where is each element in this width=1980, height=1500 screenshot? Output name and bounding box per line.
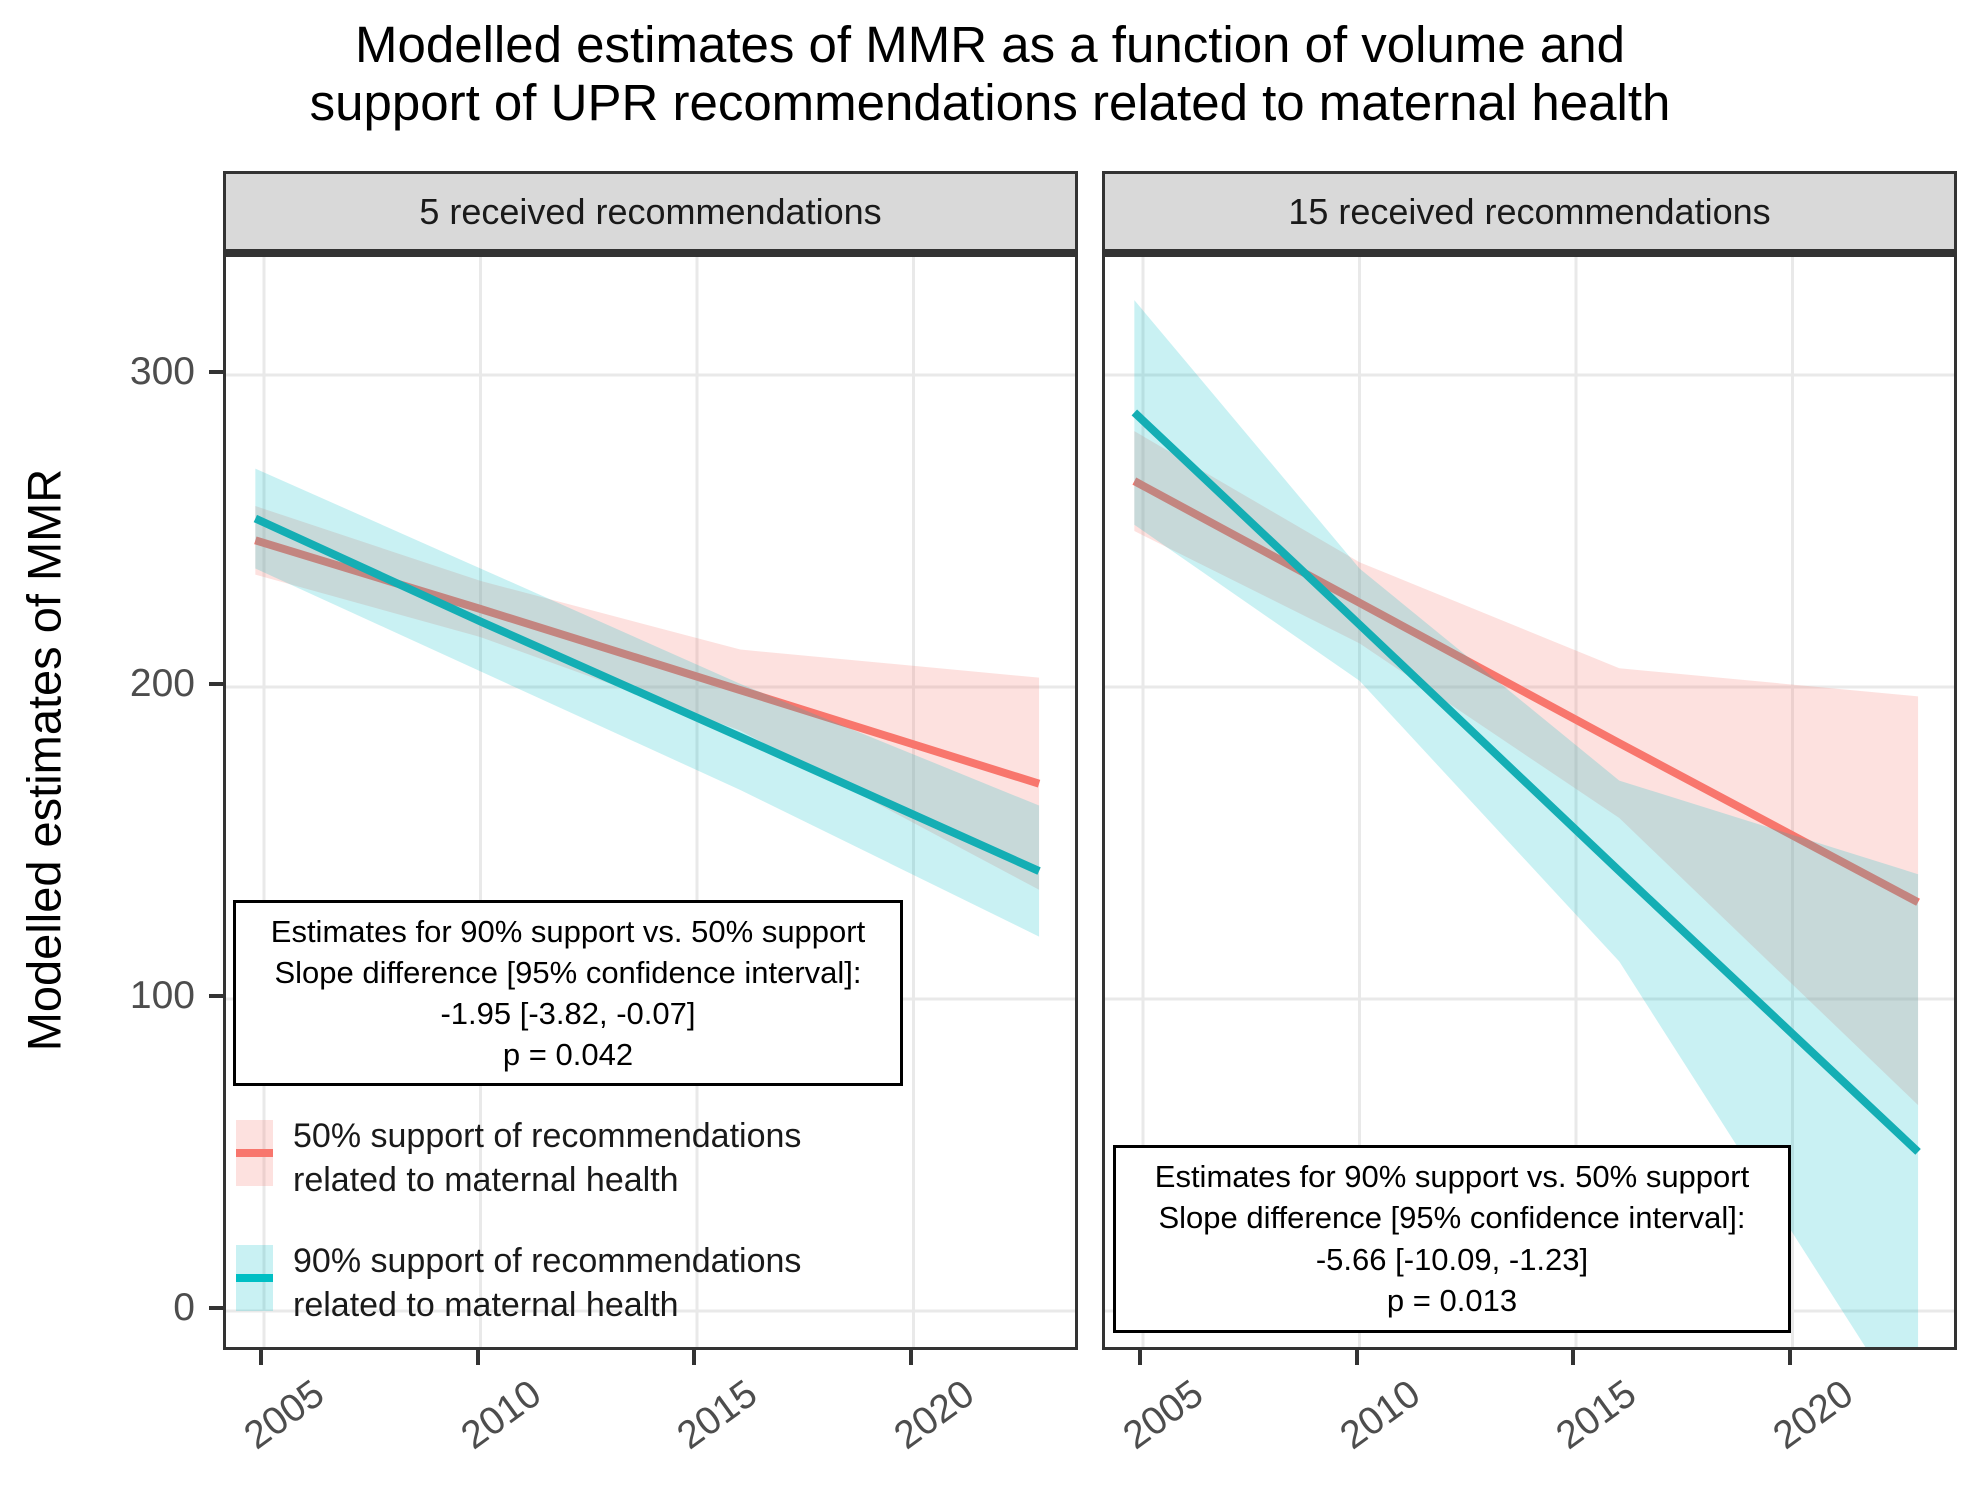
chart-title-line-2: support of UPR recommendations related t… [309,74,1671,131]
annotation-box-right-panel: Estimates for 90% support vs. 50% suppor… [1113,1145,1791,1333]
support-50-trend-line [1132,477,1920,906]
legend-label-line: 90% support of recommendations [293,1242,802,1280]
y-tick-mark [209,994,223,998]
annotation-line: p = 0.013 [1386,1283,1518,1319]
x-tick-label: 2010 [1332,1372,1428,1458]
plot-canvas [226,257,1075,1347]
annotation-line: Slope difference [95% confidence interva… [274,954,862,990]
x-tick-label: 2015 [669,1372,766,1458]
y-tick-mark [209,370,223,374]
y-axis-title: Modelled estimates of MMR [17,468,71,1052]
legend-label-line: related to maternal health [293,1161,679,1199]
x-tick-mark [1571,1350,1575,1365]
plot-panel-5-recommendations [223,254,1078,1350]
x-tick-mark [1354,1350,1359,1365]
x-tick-mark [475,1350,480,1365]
legend-label-90-support: 90% support of recommendations related t… [293,1239,801,1327]
x-tick-label: 2020 [886,1372,982,1458]
x-tick-mark [259,1350,263,1365]
y-tick-label: 300 [129,350,195,393]
legend-key-line [236,1274,273,1282]
x-tick-label: 2005 [1115,1372,1212,1458]
x-tick-mark [1138,1350,1142,1365]
support-90-trend-line [253,514,1041,875]
facet-strip-label: 15 received recommendations [1288,190,1771,232]
plot-canvas [1105,257,1954,1347]
legend-key-swatch-50-support [236,1120,273,1186]
support-50-trend-line [254,536,1041,788]
x-tick-label: 2020 [1765,1372,1861,1458]
annotation-line: -5.66 [-10.09, -1.23] [1315,1241,1589,1277]
chart-title: Modelled estimates of MMR as a function … [0,16,1980,132]
x-tick-label: 2005 [236,1372,333,1458]
y-tick-label: 100 [129,974,195,1017]
annotation-box-left-panel: Estimates for 90% support vs. 50% suppor… [233,900,903,1086]
legend-label-line: related to maternal health [293,1286,679,1324]
annotation-line: p = 0.042 [502,1036,634,1072]
x-tick-mark [1787,1350,1792,1365]
x-tick-label: 2010 [453,1372,549,1458]
support-90-trend-line [1131,409,1921,1155]
support-90-confidence-ribbon [1134,300,1919,1347]
legend-label-line: 50% support of recommendations [293,1117,802,1155]
support-90-confidence-ribbon [255,468,1040,937]
x-tick-mark [692,1350,696,1365]
facet-strip-label: 5 received recommendations [419,190,882,232]
legend-key-line [236,1149,273,1157]
facet-strip-5-recommendations: 5 received recommendations [223,171,1078,254]
annotation-line: Estimates for 90% support vs. 50% suppor… [1154,1158,1750,1194]
y-tick-label: 200 [129,662,195,705]
facet-strip-15-recommendations: 15 received recommendations [1102,171,1957,254]
y-tick-mark [209,1306,223,1310]
annotation-line: -1.95 [-3.82, -0.07] [440,995,696,1031]
y-tick-mark [209,682,223,686]
chart-title-line-1: Modelled estimates of MMR as a function … [355,16,1625,73]
legend: 50% support of recommendations related t… [236,1114,801,1364]
x-tick-mark [908,1350,913,1365]
legend-key-swatch-90-support [236,1245,273,1311]
annotation-line: Estimates for 90% support vs. 50% suppor… [270,913,866,949]
y-tick-label: 0 [173,1286,195,1329]
legend-label-50-support: 50% support of recommendations related t… [293,1114,801,1202]
x-tick-label: 2015 [1548,1372,1645,1458]
legend-entry-90-support: 90% support of recommendations related t… [236,1239,801,1327]
legend-entry-50-support: 50% support of recommendations related t… [236,1114,801,1202]
annotation-line: Slope difference [95% confidence interva… [1158,1200,1746,1236]
